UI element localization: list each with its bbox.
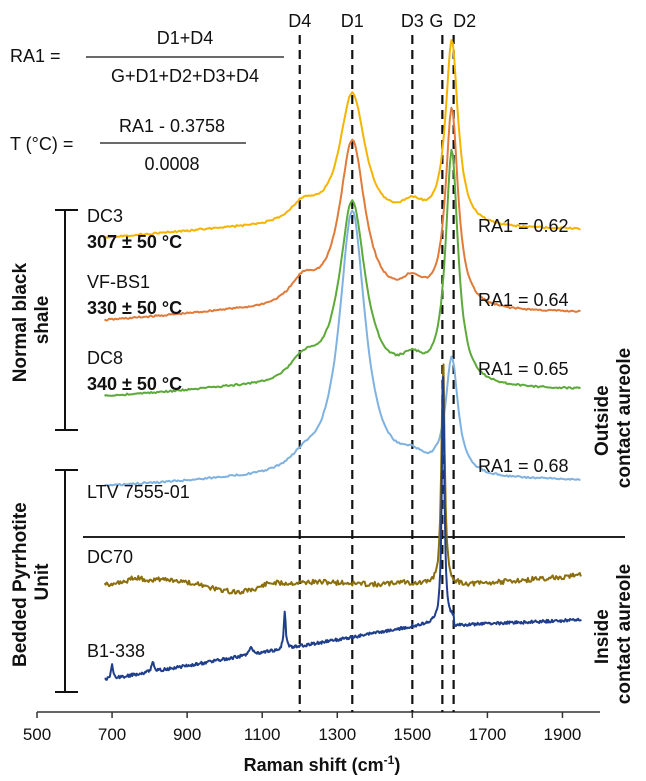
x-axis-label-sup: -1	[384, 753, 395, 767]
side-label-line-2: contact aureole	[614, 348, 635, 488]
sample-label-ltv-7555-01: LTV 7555-01	[87, 482, 190, 502]
side-label-line-1: Inside	[592, 609, 613, 664]
side-label-line-2: contact aureole	[614, 564, 635, 704]
ra1-equation-numerator: D1+D4	[157, 28, 214, 48]
x-tick-label: 900	[173, 725, 201, 744]
x-axis-label: Raman shift (cm-1)	[244, 753, 401, 775]
ra1-equation-denominator: G+D1+D2+D3+D4	[111, 66, 259, 86]
sample-label-dc70: DC70	[87, 547, 133, 567]
spectra	[103, 39, 582, 681]
ra1-value-dc8: RA1 = 0.65	[478, 359, 569, 379]
temperature-label-dc3: 307 ± 50 °C	[87, 232, 182, 252]
spectrum-line-dc70	[103, 363, 582, 595]
ra1-equation: RA1 = D1+D4 G+D1+D2+D3+D4	[10, 28, 284, 86]
side-label-line-1: Outside	[592, 385, 613, 456]
ra1-value-labels: RA1 = 0.62 RA1 = 0.64 RA1 = 0.65 RA1 = 0…	[478, 216, 569, 476]
side-label-inside-contact-aureole: Inside contact aureole	[592, 564, 635, 704]
ra1-equation-lhs: RA1 =	[10, 46, 61, 66]
group-label-bedded-pyrrhotite-unit: Bedded Pyrrhotite Unit	[10, 497, 53, 667]
sample-labels: DC3 307 ± 50 °C VF-BS1 330 ± 50 °C DC8 3…	[87, 206, 190, 661]
ra1-value-dc3: RA1 = 0.62	[478, 216, 569, 236]
sample-label-dc3: DC3	[87, 206, 123, 226]
band-marker-label-d1: D1	[341, 11, 364, 31]
spectrum-line-dc3	[104, 39, 581, 239]
group-label-line-2: Unit	[32, 563, 53, 601]
x-tick-label: 1900	[544, 725, 582, 744]
ra1-value-ltv-7555-01: RA1 = 0.68	[478, 456, 569, 476]
group-label-line-1: Bedded Pyrrhotite	[10, 502, 31, 667]
ra1-value-vf-bs1: RA1 = 0.64	[478, 290, 569, 310]
band-marker-label-d2: D2	[453, 11, 476, 31]
group-label-line-1: Normal black	[10, 263, 31, 383]
x-axis-label-close: )	[394, 755, 400, 775]
temperature-label-vf-bs1: 330 ± 50 °C	[87, 298, 182, 318]
group-bracket-bedded-pyrrhotite: Bedded Pyrrhotite Unit	[10, 469, 78, 693]
x-tick-label: 1700	[468, 725, 506, 744]
t-equation-lhs: T (°C) =	[10, 134, 73, 154]
side-label-outside-contact-aureole: Outside contact aureole	[592, 348, 635, 488]
band-marker-label-d4: D4	[288, 11, 311, 31]
spectrum-line-ltv-7555-01	[104, 209, 581, 487]
x-tick-label: 1300	[318, 725, 356, 744]
x-ticks: 500 700 900 1100 1300 1500 1700 1900	[23, 712, 582, 744]
temperature-equation: T (°C) = RA1 - 0.3758 0.0008	[10, 116, 246, 174]
group-label-normal-black-shale: Normal black shale	[10, 258, 53, 383]
x-tick-label: 500	[23, 725, 51, 744]
group-label-line-2: shale	[32, 296, 53, 345]
sample-label-vf-bs1: VF-BS1	[87, 272, 150, 292]
band-markers: D4 D1 D3 G D2	[288, 11, 476, 712]
spectrum-line-b1-338	[104, 376, 582, 681]
t-equation-denominator: 0.0008	[144, 154, 199, 174]
band-marker-label-d3: D3	[401, 11, 424, 31]
group-bracket-normal-black-shale: Normal black shale	[10, 209, 78, 431]
band-marker-label-g: G	[429, 11, 443, 31]
x-tick-label: 1100	[244, 725, 281, 744]
spectrum-line-dc8	[104, 148, 581, 397]
t-equation-numerator: RA1 - 0.3758	[119, 116, 225, 136]
temperature-label-dc8: 340 ± 50 °C	[87, 374, 182, 394]
sample-label-b1-338: B1-338	[87, 641, 145, 661]
x-tick-label: 700	[98, 725, 126, 744]
x-axis-label-text: Raman shift (cm	[244, 755, 384, 775]
sample-label-dc8: DC8	[87, 348, 123, 368]
spectrum-line-vf-bs1	[103, 106, 581, 322]
x-tick-label: 1500	[393, 725, 431, 744]
